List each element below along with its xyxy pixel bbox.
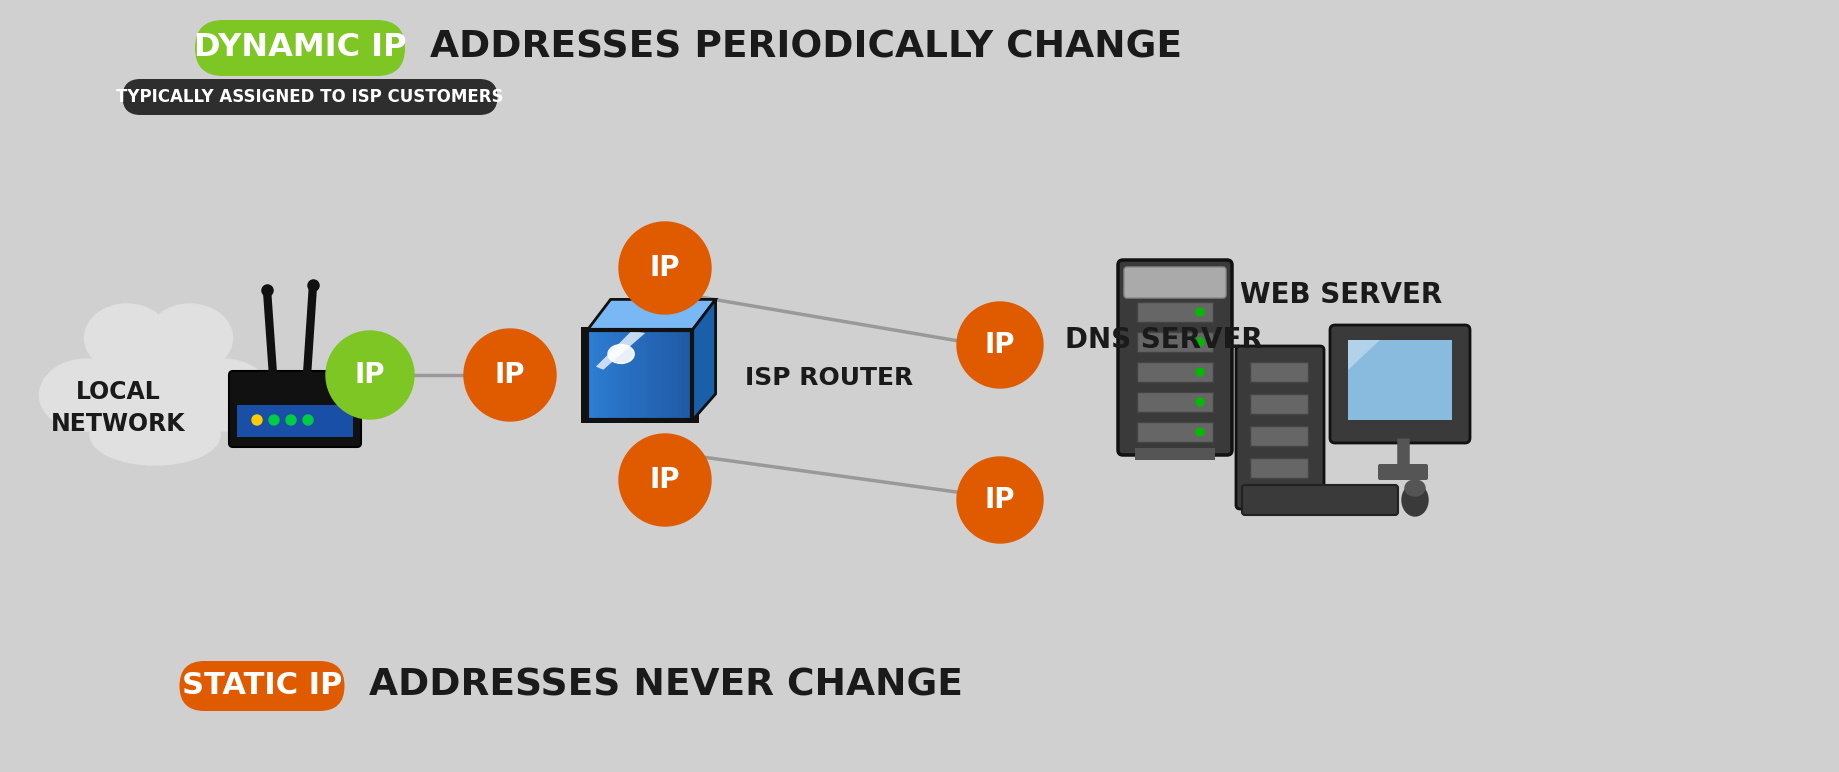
FancyBboxPatch shape — [1137, 362, 1212, 382]
Circle shape — [956, 457, 1043, 543]
FancyBboxPatch shape — [1236, 346, 1324, 509]
Ellipse shape — [607, 344, 634, 364]
Text: STATIC IP: STATIC IP — [182, 672, 342, 700]
Ellipse shape — [1401, 484, 1427, 516]
Polygon shape — [618, 330, 623, 420]
Text: ADDRESSES PERIODICALLY CHANGE: ADDRESSES PERIODICALLY CHANGE — [417, 30, 1181, 66]
FancyBboxPatch shape — [1137, 332, 1212, 352]
FancyBboxPatch shape — [1137, 422, 1212, 442]
Ellipse shape — [147, 304, 232, 372]
Polygon shape — [645, 330, 651, 420]
Text: TYPICALLY ASSIGNED TO ISP CUSTOMERS: TYPICALLY ASSIGNED TO ISP CUSTOMERS — [116, 88, 504, 106]
FancyBboxPatch shape — [195, 20, 405, 76]
Text: WEB SERVER: WEB SERVER — [1239, 281, 1442, 309]
Circle shape — [303, 415, 313, 425]
Polygon shape — [688, 330, 691, 420]
Circle shape — [956, 302, 1043, 388]
Polygon shape — [596, 331, 645, 370]
Text: DYNAMIC IP: DYNAMIC IP — [193, 32, 406, 63]
Ellipse shape — [39, 359, 134, 431]
Polygon shape — [660, 330, 666, 420]
Polygon shape — [614, 330, 618, 420]
Polygon shape — [682, 330, 688, 420]
Circle shape — [1195, 428, 1203, 436]
Polygon shape — [640, 330, 645, 420]
FancyBboxPatch shape — [1249, 458, 1308, 478]
Circle shape — [618, 434, 710, 526]
FancyBboxPatch shape — [1137, 302, 1212, 322]
Text: IP: IP — [984, 331, 1015, 359]
Polygon shape — [671, 330, 677, 420]
Ellipse shape — [85, 343, 224, 438]
Ellipse shape — [85, 304, 169, 372]
Text: DNS SERVER: DNS SERVER — [1065, 326, 1262, 354]
FancyBboxPatch shape — [1249, 362, 1308, 382]
Text: IP: IP — [984, 486, 1015, 514]
Polygon shape — [609, 330, 614, 420]
Polygon shape — [587, 330, 691, 420]
FancyBboxPatch shape — [1249, 394, 1308, 414]
Polygon shape — [651, 330, 655, 420]
Circle shape — [1195, 308, 1203, 316]
Circle shape — [252, 415, 261, 425]
Polygon shape — [677, 330, 682, 420]
FancyBboxPatch shape — [1124, 267, 1225, 298]
Circle shape — [1195, 368, 1203, 376]
FancyBboxPatch shape — [1377, 464, 1427, 480]
Circle shape — [1195, 398, 1203, 406]
Circle shape — [326, 331, 414, 419]
Circle shape — [618, 222, 710, 314]
FancyBboxPatch shape — [1348, 340, 1451, 420]
FancyBboxPatch shape — [123, 79, 497, 115]
Text: ADDRESSES NEVER CHANGE: ADDRESSES NEVER CHANGE — [357, 668, 964, 704]
FancyBboxPatch shape — [1249, 426, 1308, 446]
Polygon shape — [581, 327, 699, 423]
Text: LOCAL
NETWORK: LOCAL NETWORK — [51, 380, 186, 436]
Ellipse shape — [1405, 480, 1423, 496]
FancyBboxPatch shape — [1241, 485, 1398, 515]
Text: IP: IP — [649, 254, 680, 282]
FancyBboxPatch shape — [1137, 392, 1212, 412]
FancyBboxPatch shape — [1330, 325, 1469, 443]
Polygon shape — [655, 330, 660, 420]
Polygon shape — [666, 330, 671, 420]
Text: IP: IP — [355, 361, 384, 389]
FancyBboxPatch shape — [1135, 448, 1214, 460]
Ellipse shape — [175, 359, 270, 431]
Polygon shape — [623, 330, 629, 420]
Circle shape — [463, 329, 555, 421]
Polygon shape — [634, 330, 640, 420]
Polygon shape — [587, 300, 715, 330]
Circle shape — [268, 415, 280, 425]
FancyBboxPatch shape — [180, 661, 344, 711]
Ellipse shape — [90, 405, 221, 465]
Text: IP: IP — [495, 361, 524, 389]
Polygon shape — [629, 330, 634, 420]
Polygon shape — [1348, 340, 1379, 370]
Circle shape — [285, 415, 296, 425]
FancyBboxPatch shape — [228, 371, 360, 447]
FancyBboxPatch shape — [237, 405, 353, 437]
Polygon shape — [691, 300, 715, 420]
Text: IP: IP — [649, 466, 680, 494]
Text: ISP ROUTER: ISP ROUTER — [745, 366, 912, 390]
Circle shape — [1195, 338, 1203, 346]
FancyBboxPatch shape — [1118, 260, 1232, 455]
